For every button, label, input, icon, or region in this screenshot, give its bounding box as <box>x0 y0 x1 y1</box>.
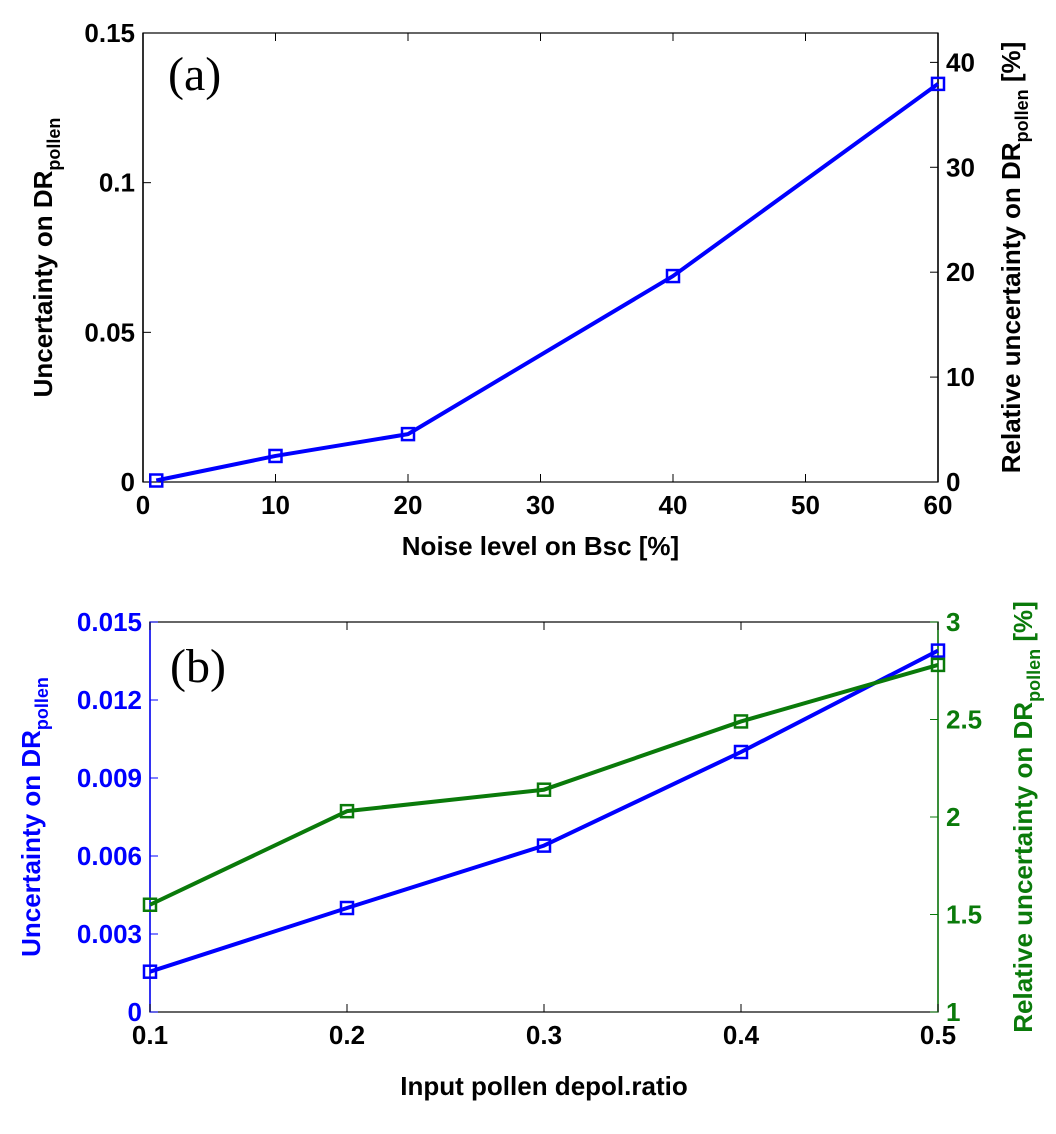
y2-tick-label: 1.5 <box>946 900 982 930</box>
chart-panel-b: 0.1 0.2 0.3 0.4 0.5 0 0.003 0.006 0.009 0.012 0.01… <box>16 601 1044 1101</box>
y-tick-label: 0.009 <box>77 763 142 793</box>
y2-axis-label-main: Relative uncertainty on DR <box>1008 702 1038 1033</box>
y-tick-label: 0.006 <box>77 841 142 871</box>
data-point-marker <box>665 268 681 284</box>
y-axis-label-sub: pollen <box>44 118 64 171</box>
x-tick-label: 40 <box>659 490 688 520</box>
y-axis-label-sub: pollen <box>32 677 52 730</box>
data-point-marker <box>536 782 552 797</box>
y2-axis-label-main: Relative uncertainty on DR <box>996 142 1026 473</box>
y-tick-label: 0.015 <box>77 607 142 637</box>
y-tick-label: 0 <box>128 997 142 1027</box>
x-axis-label: Noise level on Bsc [%] <box>402 531 679 561</box>
series-line-0 <box>149 648 939 974</box>
series-line-1 <box>149 662 939 907</box>
data-point-marker <box>142 964 158 979</box>
data-point-marker <box>339 803 355 819</box>
y2-axis-label-sub: pollen <box>1024 649 1044 702</box>
y-axis-label-main: Uncertainty on DR <box>28 170 58 397</box>
y-tick-label: 0.1 <box>99 168 135 198</box>
y2-axis-label: Relative uncertainty on DRpollen [%] <box>996 42 1032 474</box>
y-tick-label: 0.15 <box>84 18 135 48</box>
chart-panel-a: 0 10 20 30 40 50 6000.050.10.15010203040Noise … <box>28 18 1032 561</box>
y-tick-label: 0.05 <box>84 317 135 347</box>
y2-tick-label: 20 <box>946 257 975 287</box>
x-tick-label: 0.5 <box>920 1020 956 1050</box>
y2-tick-label: 40 <box>946 47 975 77</box>
y2-tick-label: 10 <box>946 362 975 392</box>
data-point-marker <box>733 714 749 729</box>
x-tick-label: 0.2 <box>329 1020 365 1050</box>
x-tick-label: 60 <box>924 490 953 520</box>
y2-tick-label: 2 <box>946 802 960 832</box>
y-axis-label-main: Uncertainty on DR <box>16 730 46 957</box>
y2-axis-label-suffix: [%] <box>1008 601 1038 649</box>
y-tick-label: 0.012 <box>77 685 142 715</box>
data-point-marker <box>149 473 164 488</box>
data-point-marker <box>400 426 416 442</box>
series-line-0 <box>155 82 940 483</box>
data-point-marker <box>930 657 946 673</box>
data-point-marker <box>339 900 355 916</box>
y2-tick-label: 2.5 <box>946 705 982 735</box>
data-point-marker <box>930 76 946 92</box>
y2-tick-label: 0 <box>946 467 960 497</box>
y-axis-label: Uncertainty on DRpollen <box>16 677 52 957</box>
panel-label: (b) <box>170 640 226 693</box>
data-point-marker <box>536 838 552 853</box>
x-tick-label: 0.3 <box>526 1020 562 1050</box>
x-tick-label: 0.1 <box>132 1020 168 1050</box>
data-point-marker <box>268 448 283 464</box>
x-tick-label: 10 <box>261 490 290 520</box>
x-axis-label: Input pollen depol.ratio <box>400 1071 687 1101</box>
y2-tick-label: 3 <box>946 607 960 637</box>
x-tick-label: 30 <box>526 490 555 520</box>
y2-tick-label: 30 <box>946 152 975 182</box>
x-tick-label: 50 <box>791 490 820 520</box>
x-tick-label: 0.4 <box>723 1020 760 1050</box>
y2-axis-label: Relative uncertainty on DRpollen [%] <box>1008 601 1044 1033</box>
data-point-marker <box>733 744 749 760</box>
x-tick-label: 20 <box>394 490 423 520</box>
data-point-marker <box>142 897 158 912</box>
y-tick-label: 0 <box>121 467 135 497</box>
y-tick-label: 0.003 <box>77 919 142 949</box>
y-axis-label: Uncertainty on DRpollen <box>28 118 64 398</box>
plot-frame <box>142 32 939 483</box>
y2-axis-label-suffix: [%] <box>996 42 1026 90</box>
data-point-marker <box>930 643 946 658</box>
plot-frame <box>149 621 939 1013</box>
y2-axis-label-sub: pollen <box>1012 89 1032 142</box>
x-tick-label: 0 <box>136 490 150 520</box>
panel-label: (a) <box>168 48 221 101</box>
y2-tick-label: 1 <box>946 997 960 1027</box>
